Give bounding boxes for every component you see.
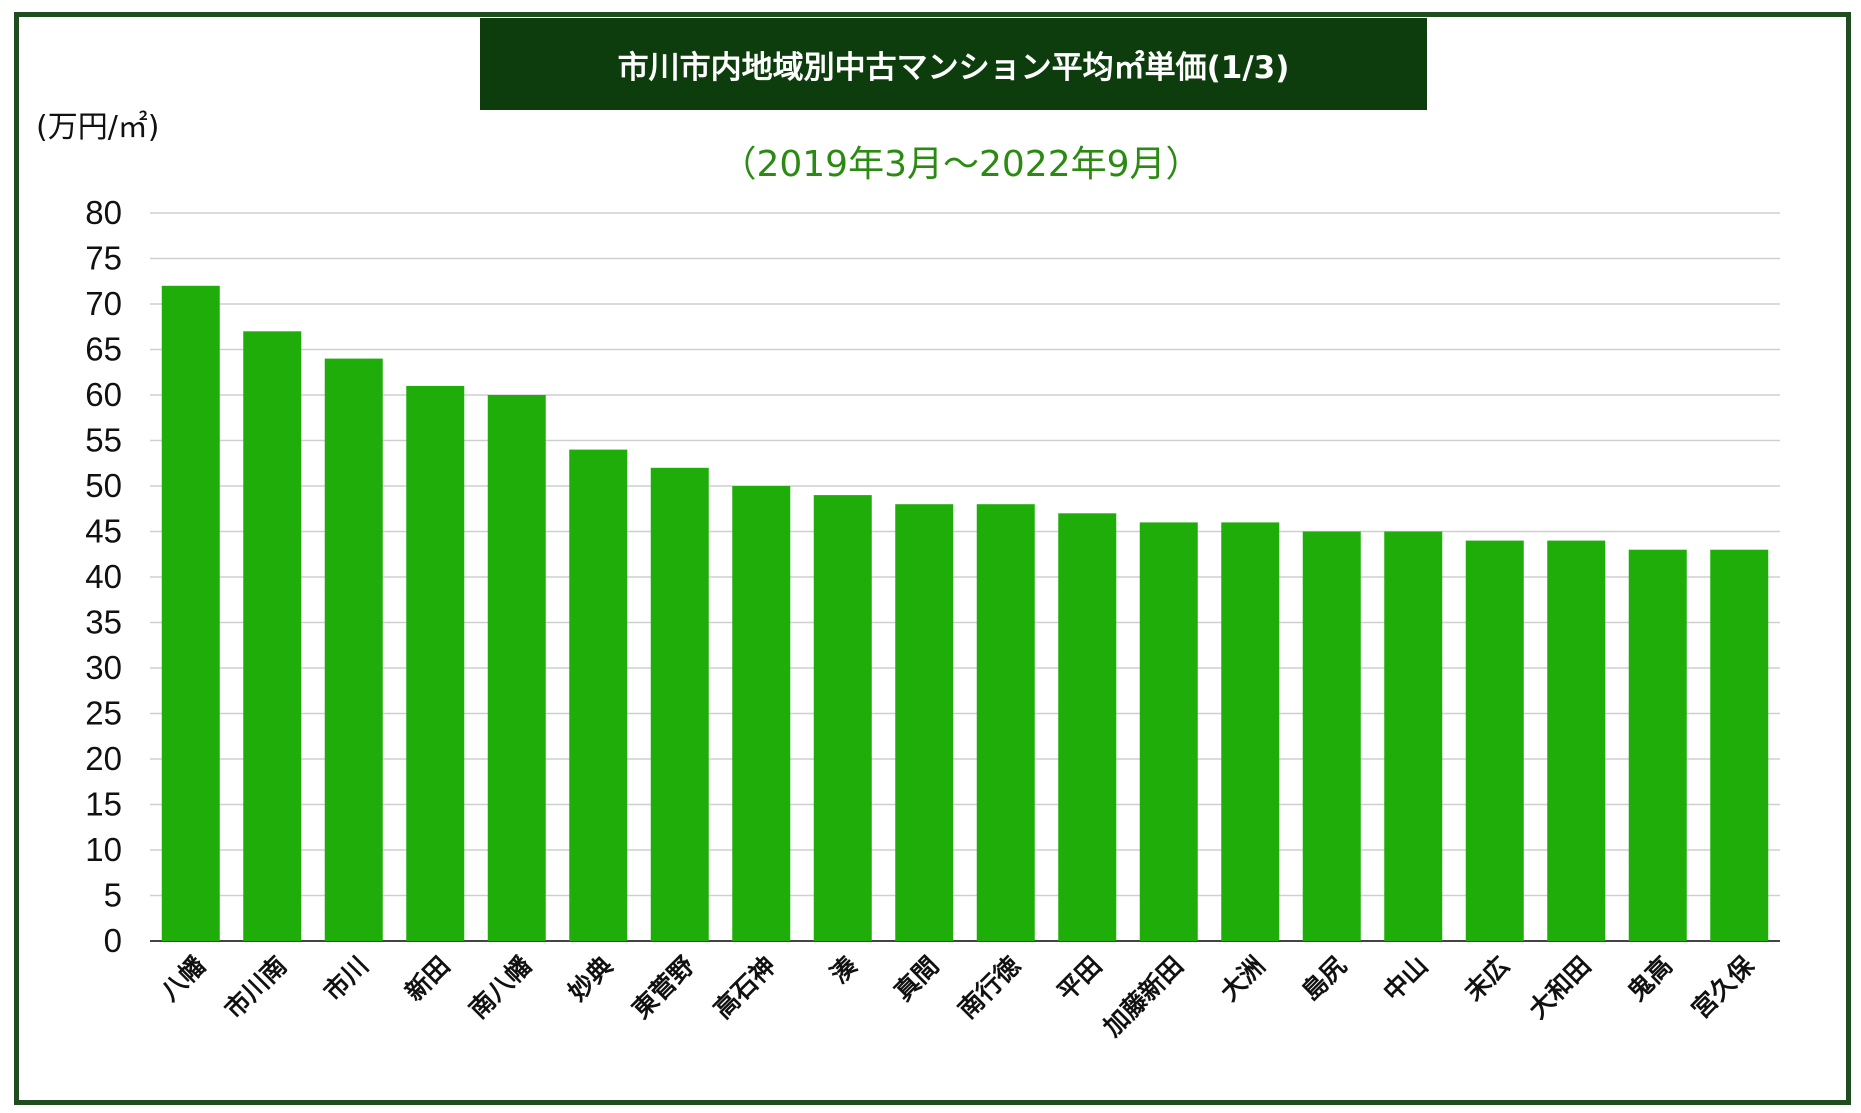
chart-title: 市川市内地域別中古マンション平均㎡単価(1/3)	[617, 49, 1290, 86]
bar-3	[324, 358, 383, 942]
y-tick-label: 75	[85, 240, 122, 277]
y-tick-label: 35	[85, 604, 122, 641]
bar-1	[161, 285, 220, 941]
y-tick-label: 50	[85, 467, 122, 504]
bar-10	[895, 504, 954, 941]
x-category-label: 加藤新田	[1097, 951, 1189, 1043]
bar-13	[1139, 522, 1198, 941]
bar-11	[976, 504, 1035, 941]
bar-14	[1221, 522, 1280, 941]
y-tick-label: 40	[85, 558, 122, 595]
x-category-label: 高石神	[708, 951, 782, 1025]
y-tick-label: 25	[85, 695, 122, 732]
bar-12	[1058, 513, 1117, 941]
y-tick-label: 20	[85, 740, 122, 777]
bar-7	[650, 467, 709, 941]
y-tick-label: 15	[85, 786, 122, 823]
y-tick-label: 70	[85, 285, 122, 322]
bar-17	[1465, 540, 1524, 941]
x-category-label: 平田	[1052, 951, 1108, 1007]
bar-4	[406, 385, 465, 941]
bar-6	[569, 449, 628, 941]
bar-18	[1547, 540, 1606, 941]
x-category-label: 八幡	[155, 950, 212, 1007]
y-tick-label: 60	[85, 376, 122, 413]
bar-2	[243, 331, 302, 941]
x-category-label: 鬼高	[1622, 951, 1678, 1007]
x-category-label: 東菅野	[626, 951, 700, 1025]
x-category-label: 大洲	[1215, 951, 1271, 1007]
x-category-label: 中山	[1378, 951, 1434, 1007]
bar-15	[1302, 531, 1361, 941]
y-tick-label: 45	[85, 513, 122, 550]
x-category-label: 妙典	[563, 951, 619, 1007]
x-category-label: 市川南	[219, 951, 293, 1025]
y-axis-unit-label: (万円/㎡)	[36, 110, 160, 145]
title-banner: 市川市内地域別中古マンション平均㎡単価(1/3)	[480, 18, 1427, 110]
y-tick-label: 10	[85, 831, 122, 868]
x-category-label: 真間	[889, 951, 945, 1007]
bar-8	[732, 486, 791, 941]
x-category-label: 南八幡	[463, 950, 537, 1024]
chart-subtitle: （2019年3月～2022年9月）	[720, 144, 1202, 185]
x-category-label: 湊	[825, 951, 863, 989]
x-category-label: 市川	[318, 951, 374, 1007]
y-tick-label: 65	[85, 331, 122, 368]
x-category-label: 新田	[400, 951, 456, 1007]
y-tick-label: 80	[85, 194, 122, 231]
y-tick-label: 30	[85, 649, 122, 686]
y-tick-label: 5	[104, 877, 122, 914]
bar-16	[1384, 531, 1443, 941]
y-tick-label: 55	[85, 422, 122, 459]
x-category-label: 宮久保	[1686, 950, 1760, 1024]
y-tick-label: 0	[104, 922, 122, 959]
bar-5	[487, 395, 546, 941]
bar-20	[1710, 549, 1769, 941]
x-category-label: 島尻	[1296, 951, 1352, 1007]
x-category-label: 大和田	[1523, 951, 1597, 1025]
bar-19	[1628, 549, 1687, 941]
x-category-label: 南行徳	[952, 951, 1026, 1025]
bar-9	[813, 495, 872, 941]
x-category-label: 末広	[1459, 951, 1515, 1007]
